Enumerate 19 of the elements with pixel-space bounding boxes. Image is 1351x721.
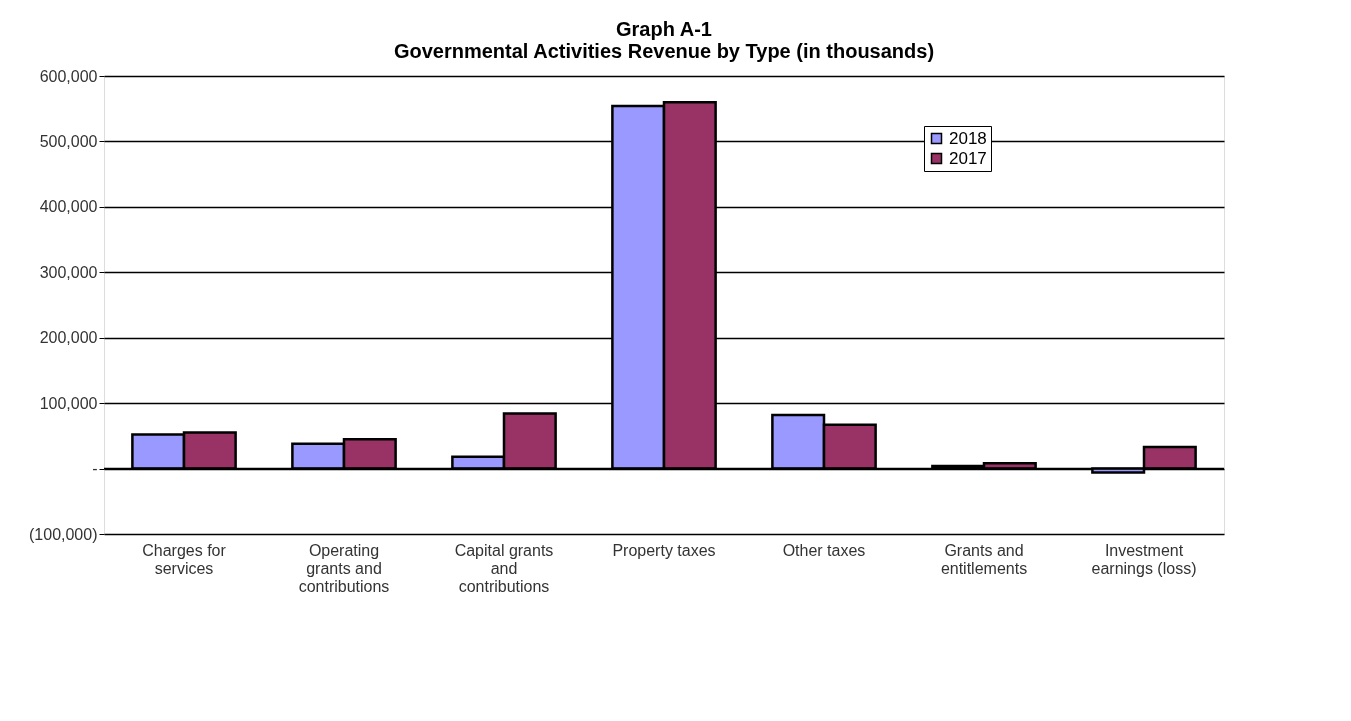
x-tick-label: Other taxes bbox=[782, 541, 866, 559]
legend-label: 2017 bbox=[949, 148, 987, 168]
y-tick-label: 200,000 bbox=[39, 329, 98, 347]
y-tick-label: 400,000 bbox=[39, 198, 98, 216]
x-tick-label: Operating grants and contributions bbox=[298, 541, 390, 595]
x-tick-label: Investment earnings (loss) bbox=[1091, 541, 1197, 577]
legend-label: 2018 bbox=[949, 128, 987, 148]
y-tick-label: (100,000) bbox=[29, 525, 98, 543]
y-tick-label: 300,000 bbox=[39, 263, 98, 281]
text: Governmental Activities Revenue by Type (in thousands) bbox=[393, 40, 935, 62]
x-tick-label: Property taxes bbox=[612, 541, 716, 559]
text: Graph A-1 bbox=[616, 18, 712, 40]
y-tick-label: 600,000 bbox=[39, 67, 98, 85]
x-tick-label: Grants and entitlements bbox=[940, 541, 1028, 577]
y-tick-label: 500,000 bbox=[39, 132, 98, 150]
x-tick-label: Charges for services bbox=[142, 541, 227, 577]
y-tick-label: 100,000 bbox=[39, 394, 98, 412]
x-tick-label: Capital grants and contributions bbox=[454, 541, 554, 595]
y-tick-label: - bbox=[92, 460, 98, 478]
